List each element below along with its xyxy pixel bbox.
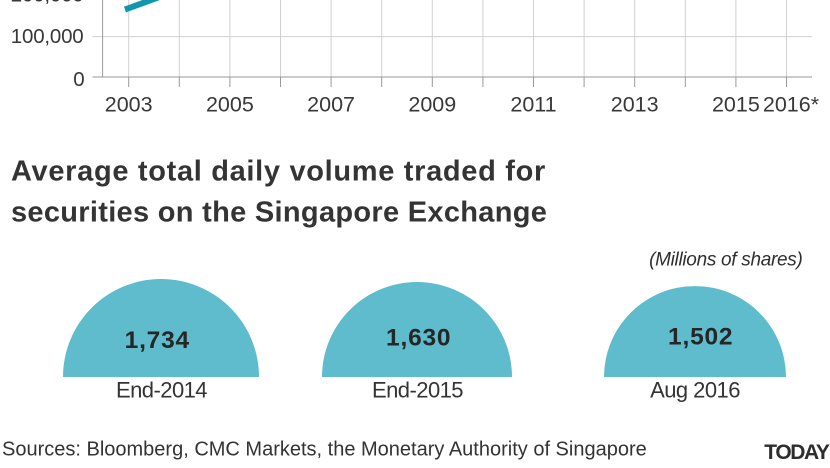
svg-text:End-2015: End-2015	[372, 378, 463, 403]
svg-text:(Millions of shares): (Millions of shares)	[649, 250, 802, 271]
svg-text:2009: 2009	[408, 93, 456, 117]
svg-text:2003: 2003	[105, 93, 153, 117]
svg-text:Sources: Bloomberg, CMC Market: Sources: Bloomberg, CMC Markets, the Mon…	[2, 438, 647, 460]
svg-text:2016*: 2016*	[763, 93, 820, 117]
svg-text:100,000: 100,000	[11, 25, 84, 48]
svg-text:TODAY: TODAY	[764, 441, 830, 464]
svg-text:Average total daily volume tra: Average total daily volume traded for	[11, 156, 546, 188]
svg-text:2013: 2013	[611, 93, 659, 117]
svg-text:2007: 2007	[307, 93, 355, 117]
svg-text:2015: 2015	[712, 93, 760, 117]
svg-text:2011: 2011	[510, 93, 556, 117]
svg-text:2005: 2005	[206, 93, 254, 117]
svg-text:1,502: 1,502	[668, 324, 733, 351]
svg-text:200,000: 200,000	[11, 0, 84, 7]
svg-text:Aug 2016: Aug 2016	[650, 378, 740, 403]
svg-text:securities on the Singapore Ex: securities on the Singapore Exchange	[11, 196, 547, 228]
svg-text:0: 0	[73, 68, 84, 91]
svg-text:1,630: 1,630	[386, 325, 451, 352]
svg-text:1,734: 1,734	[125, 327, 190, 354]
svg-text:End-2014: End-2014	[116, 378, 207, 403]
